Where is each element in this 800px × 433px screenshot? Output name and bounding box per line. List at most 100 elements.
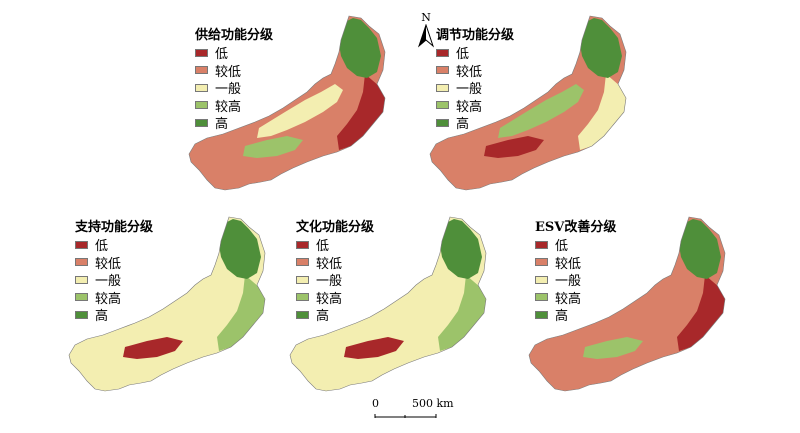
legend-item-high: 高 <box>436 114 514 132</box>
legend-label: 低 <box>215 47 229 63</box>
legend-item-medium: 一般 <box>296 271 374 289</box>
region-base <box>430 16 626 190</box>
legend-swatch <box>75 310 88 319</box>
legend-swatch <box>535 275 548 284</box>
legend-swatch <box>296 258 309 267</box>
legend-item-medium: 一般 <box>436 79 514 97</box>
legend-swatch <box>436 101 449 110</box>
legend-item-medium: 一般 <box>195 79 273 97</box>
region-band <box>498 84 584 138</box>
legend-swatch <box>296 275 309 284</box>
legend-label: 一般 <box>555 274 582 290</box>
map-panel-culture: 文化功能分级 低 较低 一般 较高 高 <box>288 213 503 395</box>
map-panel-esv: ESV改善分级 低 较低 一般 较高 高 <box>527 213 742 395</box>
north-arrow: N <box>416 12 436 48</box>
legend-item-higher: 较高 <box>195 97 273 115</box>
region-patch <box>123 337 183 359</box>
legend-item-lower: 较低 <box>535 254 616 272</box>
legend-label: 一般 <box>95 274 122 290</box>
legend-label: 高 <box>215 117 229 133</box>
legend-swatch <box>296 310 309 319</box>
region-east <box>217 275 265 351</box>
legend-label: 高 <box>555 309 569 325</box>
legend-swatch <box>296 240 309 249</box>
legend-label: 较低 <box>555 256 582 272</box>
legend-label: 较高 <box>456 99 483 115</box>
legend-supply: 供给功能分级 低 较低 一般 较高 高 <box>195 28 273 132</box>
legend-label: 一般 <box>456 82 483 98</box>
legend-swatch <box>535 293 548 302</box>
legend-swatch <box>195 48 208 57</box>
map-fill <box>189 16 385 190</box>
legend-item-low: 低 <box>195 44 273 62</box>
region-base <box>290 217 486 391</box>
legend-item-high: 高 <box>195 114 273 132</box>
legend-item-low: 低 <box>75 236 153 254</box>
map-fill <box>529 217 725 391</box>
legend-swatch <box>296 293 309 302</box>
legend-swatch <box>195 101 208 110</box>
map-panel-supply: 供给功能分级 低 较低 一般 较高 高 <box>187 12 402 194</box>
legend-swatch <box>436 66 449 75</box>
region-east <box>677 275 725 351</box>
legend-label: 高 <box>95 309 109 325</box>
legend-label: 较高 <box>95 291 122 307</box>
north-label: N <box>421 11 431 24</box>
scale-bar: 0 500 km <box>372 397 454 426</box>
legend-esv: ESV改善分级 低 较低 一般 较高 高 <box>535 220 616 324</box>
legend-swatch <box>436 48 449 57</box>
region-base <box>69 217 265 391</box>
legend-regulation: 调节功能分级 低 较低 一般 较高 高 <box>436 28 514 132</box>
legend-item-higher: 较高 <box>436 97 514 115</box>
legend-item-high: 高 <box>535 306 616 324</box>
legend-label: 一般 <box>316 274 343 290</box>
legend-item-high: 高 <box>296 306 374 324</box>
legend-label: 较低 <box>316 256 343 272</box>
legend-label: 低 <box>555 239 569 255</box>
region-outline <box>528 216 726 392</box>
legend-swatch <box>535 258 548 267</box>
map-fill <box>290 217 486 391</box>
region-north <box>578 18 622 78</box>
legend-item-higher: 较高 <box>535 289 616 307</box>
legend-label: 较低 <box>215 64 242 80</box>
legend-swatch <box>75 293 88 302</box>
legend-label: 高 <box>456 117 470 133</box>
region-map-regulation <box>429 15 627 191</box>
legend-item-higher: 较高 <box>296 289 374 307</box>
legend-label: 低 <box>95 239 109 255</box>
map-panel-support: 支持功能分级 低 较低 一般 较高 高 <box>67 213 282 395</box>
legend-title: 供给功能分级 <box>195 28 274 43</box>
scale-bar-line <box>374 414 437 418</box>
legend-item-lower: 较低 <box>75 254 153 272</box>
region-band <box>137 285 223 339</box>
legend-title: 调节功能分级 <box>436 28 515 43</box>
scale-zero-label: 0 <box>372 397 379 410</box>
region-north <box>217 219 261 279</box>
legend-support: 支持功能分级 低 较低 一般 较高 高 <box>75 220 153 324</box>
legend-label: 较低 <box>95 256 122 272</box>
legend-item-high: 高 <box>75 306 153 324</box>
legend-item-lower: 较低 <box>296 254 374 272</box>
legend-swatch <box>436 118 449 127</box>
region-base <box>189 16 385 190</box>
legend-label: 一般 <box>215 82 242 98</box>
region-band <box>257 84 343 138</box>
north-arrow-icon <box>417 24 435 48</box>
scale-distance-label: 500 km <box>412 397 454 410</box>
legend-item-medium: 一般 <box>75 271 153 289</box>
region-band <box>358 285 444 339</box>
legend-swatch <box>436 83 449 92</box>
region-map-support <box>68 216 266 392</box>
region-patch <box>243 136 303 158</box>
region-east <box>578 74 626 150</box>
legend-label: 低 <box>456 47 470 63</box>
region-patch <box>344 337 404 359</box>
legend-label: 较高 <box>316 291 343 307</box>
region-outline <box>289 216 487 392</box>
legend-swatch <box>195 118 208 127</box>
region-outline <box>429 15 627 191</box>
map-fill <box>430 16 626 190</box>
region-north <box>438 219 482 279</box>
legend-item-higher: 较高 <box>75 289 153 307</box>
